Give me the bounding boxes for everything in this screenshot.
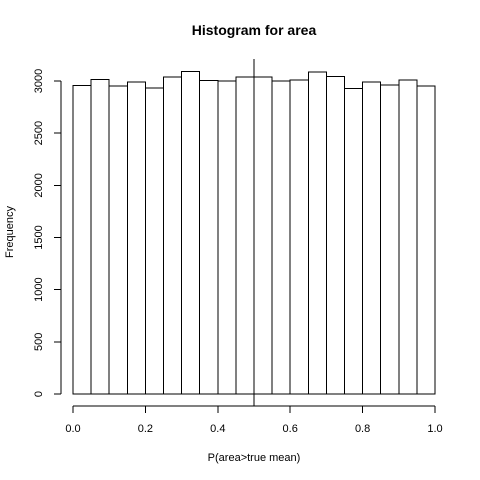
- histogram-bar: [289, 79, 309, 395]
- y-axis: 0 500 1000 1500 2000 2500 3000: [33, 69, 62, 397]
- histogram-bar: [380, 84, 400, 395]
- x-tick-label: 0.0: [65, 423, 80, 435]
- histogram-bar: [199, 79, 219, 395]
- x-axis-label: P(area>true mean): [208, 452, 301, 464]
- histogram-bar: [108, 85, 128, 395]
- x-tick-label: 0.4: [210, 423, 225, 435]
- x-tick-label: 0.2: [138, 423, 153, 435]
- histogram-bar: [181, 71, 201, 395]
- y-tick-label: 1500: [33, 225, 45, 249]
- histogram-bar: [163, 76, 183, 395]
- x-axis: 0.0 0.2 0.4 0.6 0.8 1.0: [65, 405, 443, 435]
- histogram-bar: [72, 85, 92, 395]
- histogram-bar: [90, 78, 110, 395]
- histogram-bar: [126, 81, 146, 395]
- histogram-bar: [344, 87, 364, 395]
- histogram-bar: [416, 85, 436, 395]
- histogram-bar: [307, 71, 327, 395]
- histogram-bar: [253, 76, 273, 395]
- x-tick-label: 0.6: [283, 423, 298, 435]
- y-axis-label: Frequency: [4, 206, 16, 258]
- histogram-bar: [362, 81, 382, 395]
- x-tick-label: 1.0: [427, 423, 442, 435]
- chart-title: Histogram for area: [192, 22, 317, 38]
- bars-group: [72, 71, 436, 395]
- y-tick-label: 3000: [33, 69, 45, 93]
- y-tick-label: 1000: [33, 277, 45, 301]
- histogram-bar: [271, 80, 291, 395]
- histogram-bar: [144, 87, 164, 395]
- y-tick-label: 2000: [33, 173, 45, 197]
- histogram-bar: [398, 79, 418, 395]
- histogram-bar: [325, 75, 345, 395]
- histogram-bar: [235, 76, 255, 395]
- x-tick-label: 0.8: [355, 423, 370, 435]
- y-tick-label: 2500: [33, 121, 45, 145]
- histogram-bar: [217, 80, 237, 395]
- y-tick-label: 0: [33, 391, 45, 397]
- y-tick-label: 500: [33, 333, 45, 351]
